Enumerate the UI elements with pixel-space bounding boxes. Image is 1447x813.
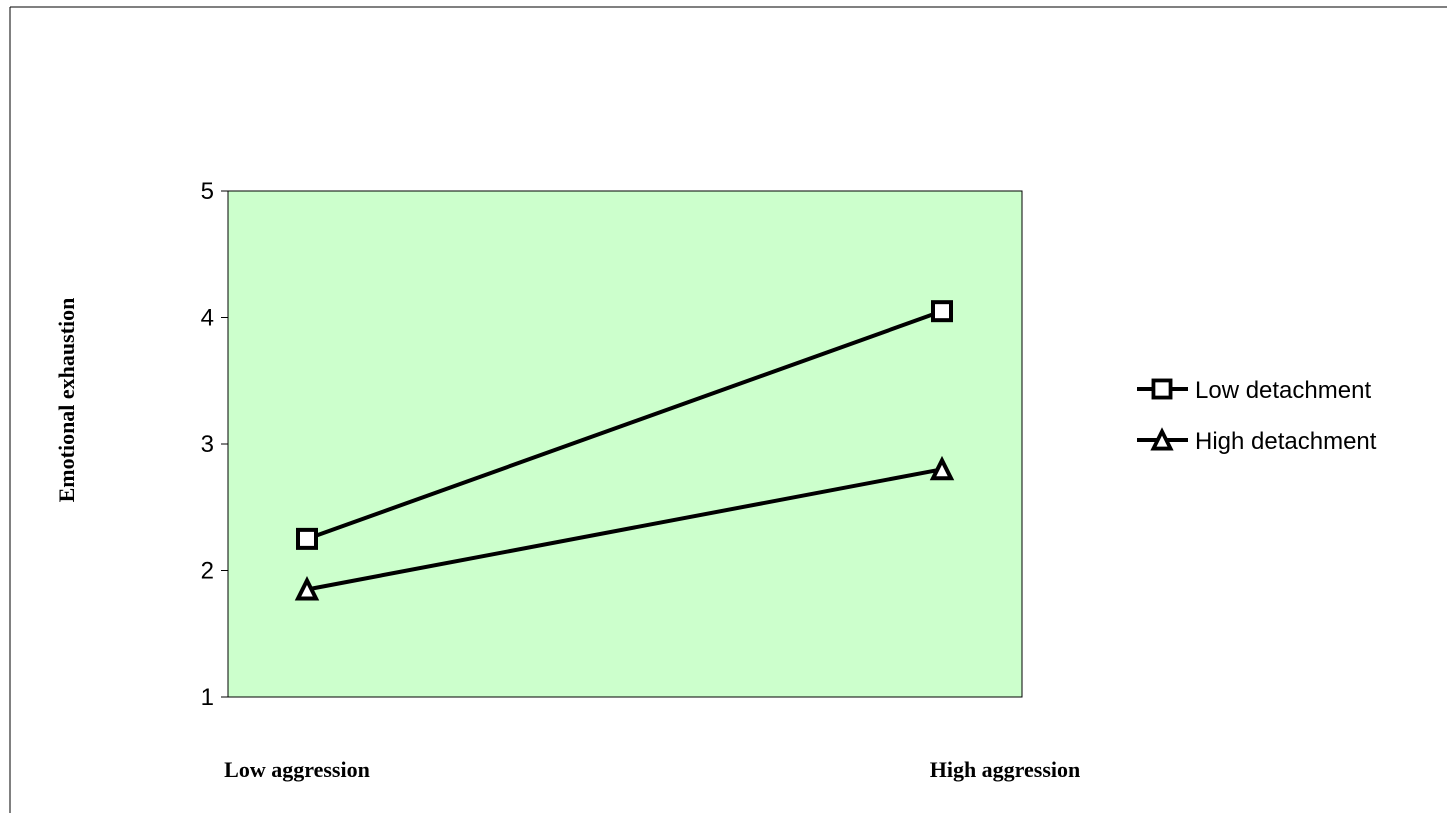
series-line-1: [306, 309, 943, 541]
legend-label-1: Low detachment: [1195, 377, 1371, 404]
series-layer: [294, 300, 955, 601]
legend-label-2: High detachment: [1195, 428, 1377, 455]
series-line-2: [306, 467, 943, 592]
y-tick-label: 1: [201, 684, 214, 711]
data-point-2-1: [294, 576, 320, 601]
y-axis: 1 2 3 4 5: [201, 178, 228, 711]
legend-marker-1: [1151, 378, 1173, 400]
y-axis-title: Emotional exhaustion: [54, 298, 79, 503]
legend: Low detachment High detachment: [1137, 377, 1377, 455]
data-point-1-2: [931, 300, 953, 323]
y-tick-label: 4: [201, 305, 214, 332]
x-category-label: Low aggression: [224, 757, 370, 782]
plot-area: [227, 190, 1023, 698]
y-tick-label: 5: [201, 178, 214, 205]
data-point-2-2: [929, 455, 955, 481]
y-tick-label: 2: [201, 558, 214, 585]
x-category-label: High aggression: [930, 757, 1081, 782]
data-point-1-1: [296, 527, 318, 550]
y-tick-label: 3: [201, 431, 214, 458]
legend-marker-2: [1150, 427, 1174, 451]
x-axis-labels: Low aggression High aggression: [224, 757, 1080, 782]
